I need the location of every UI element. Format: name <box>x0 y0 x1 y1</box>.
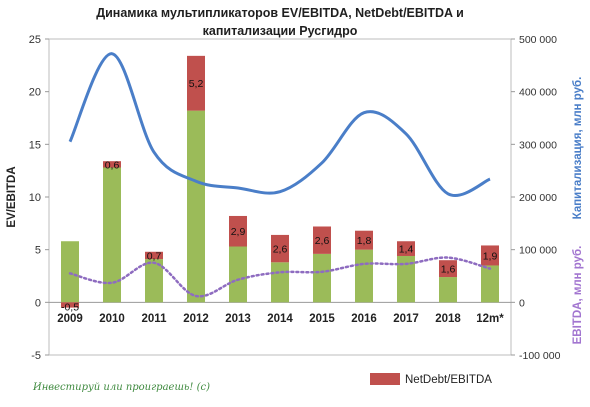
right-tick-label: 300 000 <box>519 139 557 151</box>
bar-netdebt-ebitda <box>397 241 415 256</box>
bar-netdebt-ebitda <box>61 302 79 308</box>
data-label-netdebt: 1,6 <box>441 264 456 276</box>
x-tick-label: 2011 <box>142 313 168 325</box>
bar-netdebt-ebitda <box>145 251 163 260</box>
left-tick-label: -5 <box>31 350 41 362</box>
data-label-netdebt: 0,7 <box>147 250 162 262</box>
bar-ev-ebitda <box>61 241 79 303</box>
chart-title-line-1: Динамика мультипликаторов EV/EBITDA, Net… <box>96 6 464 20</box>
x-tick-label: 2018 <box>435 313 461 325</box>
x-tick-label: 2009 <box>57 313 83 325</box>
legend: NetDebt/EBITDA <box>370 373 492 386</box>
right-tick-label: 0 <box>519 297 525 309</box>
bar-ev-ebitda <box>187 110 205 303</box>
data-label-netdebt: 2,6 <box>315 235 330 247</box>
left-tick-label: 10 <box>29 192 41 204</box>
x-tick-label: 2017 <box>393 313 419 325</box>
bar-netdebt-ebitda <box>187 55 205 111</box>
chart-title-line-2: капитализации Русгидро <box>203 24 358 38</box>
legend-swatch-netdebt <box>370 373 400 385</box>
legend-label-netdebt: NetDebt/EBITDA <box>405 374 492 386</box>
bar-netdebt-ebitda <box>355 230 373 250</box>
bar-ev-ebitda <box>271 262 289 303</box>
bar-netdebt-ebitda <box>271 234 289 263</box>
bar-ev-ebitda <box>103 167 121 303</box>
x-tick-label: 2012 <box>183 313 209 325</box>
line-ebitda <box>68 256 492 298</box>
left-tick-label: 0 <box>35 297 41 309</box>
bar-ev-ebitda <box>481 265 499 303</box>
bar-netdebt-ebitda <box>313 226 331 254</box>
right-tick-label: 100 000 <box>519 245 557 257</box>
data-label-netdebt: 2,6 <box>273 244 288 256</box>
bar-ev-ebitda <box>313 253 331 303</box>
bar-ev-ebitda <box>355 249 373 303</box>
x-tick-label: 2014 <box>267 313 293 325</box>
left-tick-label: 5 <box>35 245 41 257</box>
bar-ev-ebitda <box>439 277 457 303</box>
x-tick-label: 2013 <box>225 313 251 325</box>
bar-netdebt-ebitda <box>103 161 121 168</box>
right-tick-label: 500 000 <box>519 34 557 46</box>
data-label-netdebt: 5,2 <box>189 78 204 90</box>
right-tick-label: 400 000 <box>519 87 557 99</box>
x-tick-label: 2015 <box>309 313 335 325</box>
right-axis-ticks: -100 000 0 100 000 200 000 300 000 400 000 500… <box>511 34 561 362</box>
right-tick-label: 200 000 <box>519 192 557 204</box>
bar-ev-ebitda <box>145 259 163 303</box>
data-label-netdebt: 1,8 <box>357 235 372 247</box>
line-series <box>68 52 492 298</box>
y-axis-label-right-capitalization: Капитализация, млн руб. <box>572 77 584 220</box>
bar-netdebt-ebitda <box>481 245 499 266</box>
data-label-netdebt: -0,5 <box>61 301 79 313</box>
bar-ev-ebitda <box>397 255 415 303</box>
bar-netdebt-ebitda <box>229 215 247 247</box>
data-label-netdebt: 1,9 <box>483 250 498 262</box>
y-axis-label-left: EV/EBITDA <box>6 166 18 227</box>
watermark: Инвестируй или проиграешь! (с) <box>32 382 210 393</box>
line-capitalization <box>68 52 491 197</box>
left-tick-label: 20 <box>29 87 41 99</box>
left-tick-label: 15 <box>29 139 41 151</box>
bar-series <box>61 55 499 308</box>
right-tick-label: -100 000 <box>519 350 561 362</box>
data-labels: -0,5 0,6 0,7 5,2 2,9 2,6 2,6 1,8 1,4 1,6 1,9 <box>61 78 497 313</box>
x-tick-label: 2010 <box>99 313 125 325</box>
x-tick-label: 12m* <box>476 313 504 325</box>
data-label-netdebt: 1,4 <box>399 244 414 256</box>
bar-netdebt-ebitda <box>439 260 457 278</box>
y-axis-label-right-ebitda: EBITDA, млн руб. <box>572 246 584 345</box>
x-tick-label: 2016 <box>351 313 377 325</box>
left-tick-label: 25 <box>29 34 41 46</box>
data-label-netdebt: 0,6 <box>105 159 120 171</box>
bar-ev-ebitda <box>229 246 247 303</box>
data-label-netdebt: 2,9 <box>231 226 246 238</box>
x-axis-ticks: 2009 2010 2011 2012 2013 2014 2015 2016 2017 2018… <box>57 313 504 325</box>
